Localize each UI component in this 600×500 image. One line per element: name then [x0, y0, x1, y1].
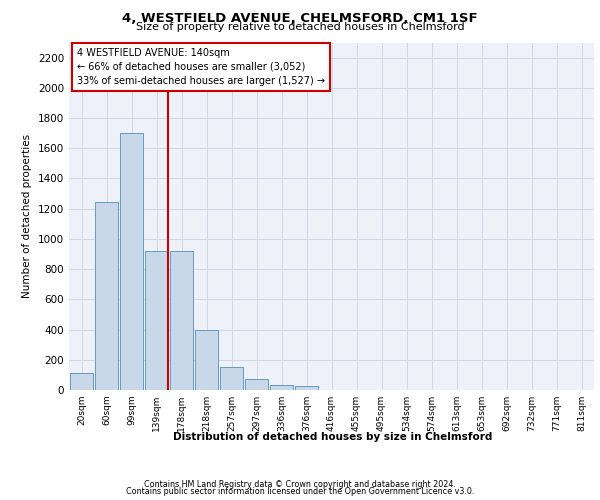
Text: 4, WESTFIELD AVENUE, CHELMSFORD, CM1 1SF: 4, WESTFIELD AVENUE, CHELMSFORD, CM1 1SF: [122, 12, 478, 26]
Text: Contains HM Land Registry data © Crown copyright and database right 2024.: Contains HM Land Registry data © Crown c…: [144, 480, 456, 489]
Bar: [270, 384, 293, 390]
Bar: [195, 330, 218, 390]
Bar: [245, 380, 268, 390]
Bar: [295, 386, 318, 390]
Bar: [220, 366, 243, 390]
Y-axis label: Number of detached properties: Number of detached properties: [22, 134, 32, 298]
Bar: [145, 251, 168, 390]
Bar: [120, 133, 143, 390]
Text: 4 WESTFIELD AVENUE: 140sqm
← 66% of detached houses are smaller (3,052)
33% of s: 4 WESTFIELD AVENUE: 140sqm ← 66% of deta…: [77, 48, 325, 86]
Text: Distribution of detached houses by size in Chelmsford: Distribution of detached houses by size …: [173, 432, 493, 442]
Bar: [170, 251, 193, 390]
Bar: [70, 372, 93, 390]
Text: Contains public sector information licensed under the Open Government Licence v3: Contains public sector information licen…: [126, 487, 474, 496]
Text: Size of property relative to detached houses in Chelmsford: Size of property relative to detached ho…: [136, 22, 464, 32]
Bar: [95, 202, 118, 390]
